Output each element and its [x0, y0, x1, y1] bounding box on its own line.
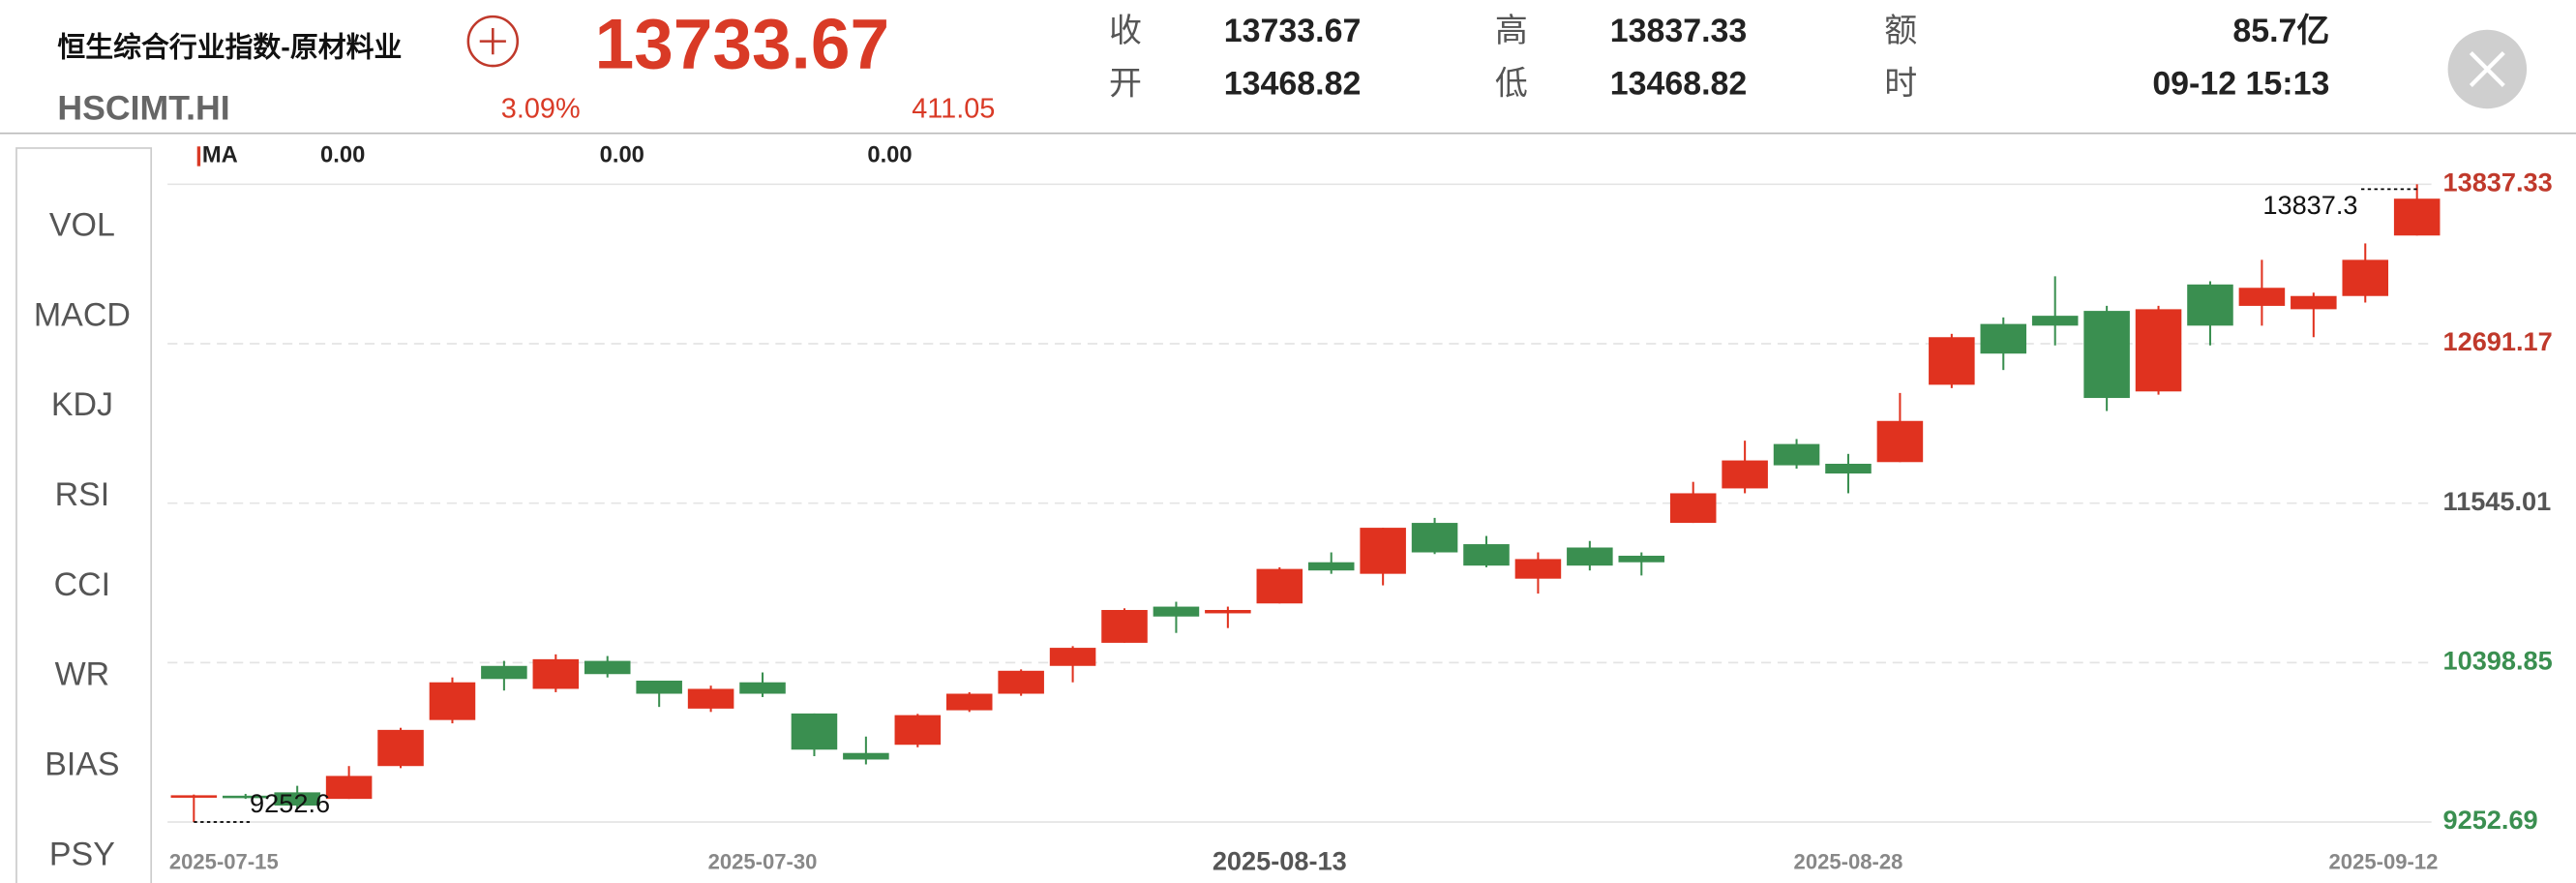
candle-body — [170, 795, 218, 798]
candle-body — [1876, 420, 1924, 463]
candle-body — [1722, 460, 1768, 489]
candle-body — [1669, 493, 1717, 524]
stat-value: 85.7亿 — [2232, 13, 2329, 49]
candle-body — [1618, 555, 1665, 563]
y-tick-label: 9252.69 — [2442, 805, 2537, 835]
candle-body — [1514, 559, 1562, 579]
candle-body — [1567, 547, 1613, 566]
candle-body — [1256, 568, 1303, 604]
stat-value: 13468.82 — [1224, 65, 1362, 102]
indicator-tab[interactable]: WR — [55, 656, 110, 693]
stat-value: 13837.33 — [1610, 13, 1748, 49]
candle-body — [2238, 288, 2286, 306]
add-icon — [479, 28, 506, 55]
indicator-tab[interactable]: RSI — [55, 476, 110, 513]
candle-body — [377, 729, 424, 767]
candle-body — [791, 713, 838, 750]
candle-body — [1411, 523, 1458, 553]
y-tick-label: 10398.85 — [2442, 646, 2552, 676]
x-tick-label: 2025-08-13 — [1213, 846, 1347, 876]
candle-body — [945, 693, 993, 711]
candle-body — [2342, 259, 2389, 296]
stat-label: 低 — [1495, 65, 1528, 102]
change-pct: 3.09% — [501, 94, 581, 125]
indicator-tab[interactable]: MACD — [34, 296, 131, 333]
x-tick-label: 2025-07-30 — [708, 849, 818, 873]
candle-body — [894, 715, 942, 746]
candle-body — [481, 665, 527, 680]
candle-body — [584, 660, 631, 675]
candle-body — [2031, 316, 2079, 326]
candle-body — [636, 680, 682, 694]
close-icon — [2469, 50, 2505, 87]
candle-body — [274, 792, 320, 807]
candle-body — [1980, 323, 2027, 354]
stat-value: 09-12 15:13 — [2152, 65, 2329, 102]
candle-body — [429, 682, 476, 720]
indicator-tab[interactable]: BIAS — [45, 746, 119, 783]
candle-body — [2135, 309, 2182, 392]
y-tick-label: 11545.01 — [2442, 486, 2551, 516]
candle-body — [2393, 198, 2441, 236]
y-tick-label: 12691.17 — [2442, 326, 2552, 356]
ma-value: 0.00 — [867, 142, 912, 168]
candle-body — [843, 752, 889, 760]
candle-body — [1929, 337, 1975, 385]
candle-body — [1773, 443, 1820, 466]
candle-body — [532, 658, 580, 689]
stat-value: 13733.67 — [1224, 13, 1362, 49]
indicator-tab[interactable]: CCI — [54, 566, 110, 603]
ma-value: 0.00 — [320, 142, 365, 168]
candle-body — [1101, 610, 1148, 643]
change: 411.05 — [912, 94, 995, 125]
stat-label: 高 — [1495, 13, 1528, 49]
candle-body — [1825, 464, 1872, 474]
candle-body — [325, 776, 373, 800]
candle-body — [687, 688, 734, 709]
candle-body — [739, 682, 786, 694]
min-annotation: 9252.6 — [250, 788, 330, 818]
candle-body — [1463, 544, 1510, 566]
candle-body — [2291, 295, 2337, 310]
stat-label: 收 — [1109, 13, 1142, 49]
ma-value: 0.00 — [600, 142, 644, 168]
indicator-menu — [15, 147, 153, 883]
x-tick-label: 2025-08-28 — [1794, 849, 1903, 873]
indicator-tab[interactable]: KDJ — [51, 386, 113, 423]
stat-value: 13468.82 — [1610, 65, 1748, 102]
x-tick-label: 2025-07-15 — [169, 849, 279, 873]
ma-label: MA — [202, 142, 238, 168]
candle-body — [1205, 610, 1251, 614]
candle-body — [1307, 562, 1355, 571]
y-tick-label: 13837.33 — [2442, 167, 2552, 197]
indicator-tab[interactable]: PSY — [49, 836, 115, 872]
indicator-tab[interactable]: VOL — [49, 206, 115, 243]
candle-body — [2083, 311, 2130, 399]
candle-body — [222, 795, 269, 799]
stat-label: 开 — [1109, 65, 1142, 102]
x-tick-label: 2025-09-12 — [2329, 849, 2439, 873]
ma-marker — [196, 146, 201, 167]
price: 13733.67 — [595, 5, 889, 83]
add-button[interactable] — [466, 15, 520, 68]
index-name: 恒生综合行业指数-原材料业 — [57, 32, 402, 64]
candle-body — [1153, 606, 1200, 617]
stat-label: 额 — [1884, 13, 1917, 49]
candle-body — [2187, 284, 2233, 326]
max-annotation: 13837.3 — [2262, 190, 2357, 220]
candle-body — [998, 670, 1044, 694]
stat-label: 时 — [1884, 65, 1917, 102]
index-code: HSCIMT.HI — [57, 88, 229, 127]
candle-body — [1049, 648, 1096, 666]
candle-body — [1360, 528, 1406, 574]
